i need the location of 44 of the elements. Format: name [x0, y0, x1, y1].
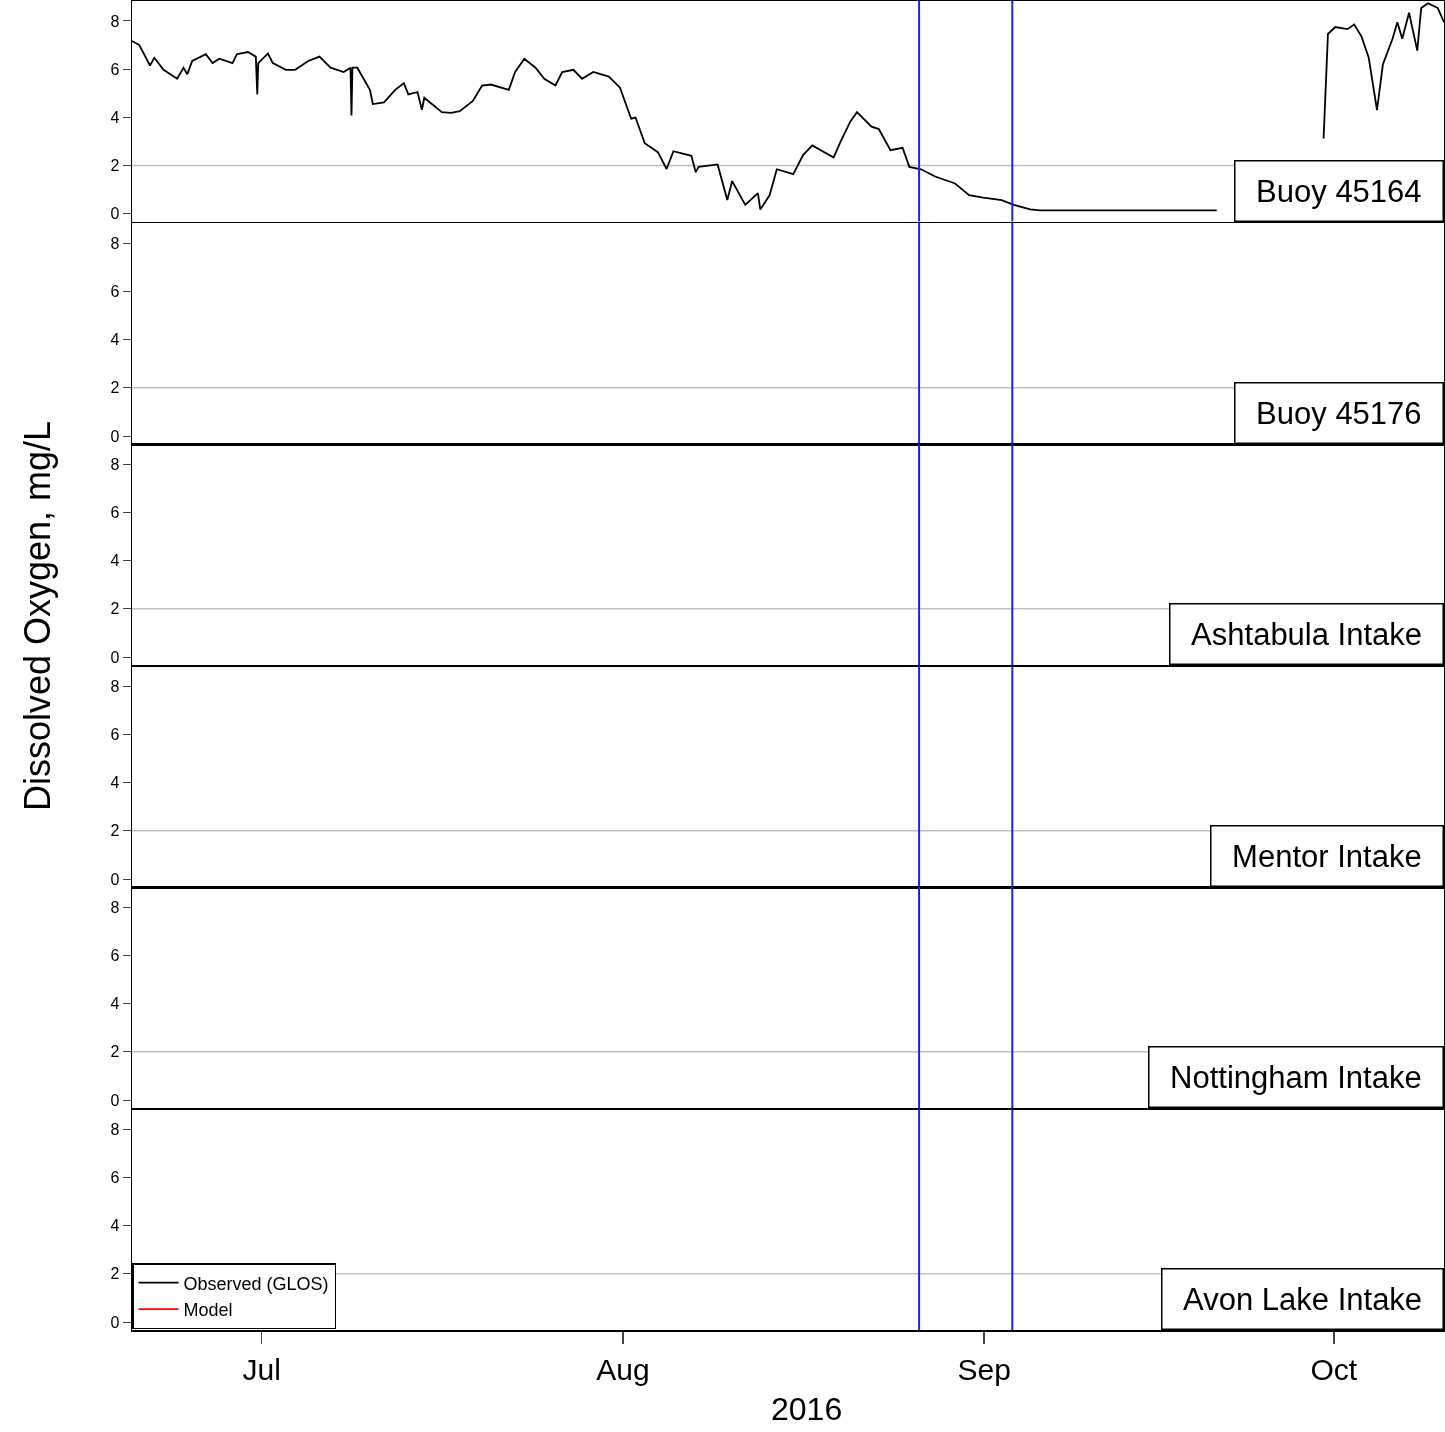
y-tick-label: 8 [110, 12, 120, 30]
y-tick-label: 4 [110, 773, 120, 791]
y-tick-label: 2 [110, 378, 120, 396]
y-tick-label: 2 [110, 821, 120, 839]
y-tick-label: 4 [110, 995, 120, 1013]
y-tick-label: 0 [110, 1313, 120, 1331]
y-tick-label: 6 [110, 503, 120, 521]
y-tick-label: 4 [110, 552, 120, 570]
y-tick-label: 0 [110, 870, 120, 888]
y-axis-title: Dissolved Oxygen, mg/L [17, 420, 59, 812]
y-tick-label: 6 [110, 725, 120, 743]
y-tick-label: 8 [110, 898, 120, 916]
annotation: Ashtabula Intake [1182, 616, 1431, 652]
y-tick-label: 4 [110, 1216, 120, 1234]
y-tick-label: 8 [110, 1120, 120, 1138]
y-tick-label: 6 [110, 60, 120, 78]
y-tick-label: 2 [110, 600, 120, 618]
y-tick-label: 4 [110, 330, 120, 348]
y-tick-label: 0 [110, 1091, 120, 1109]
y-tick-label: 2 [110, 1043, 120, 1061]
y-tick-label: 6 [110, 946, 120, 964]
x-tick-label: Sep [957, 1352, 1011, 1385]
y-tick-label: 8 [110, 455, 120, 473]
annotation: Mentor Intake [1223, 838, 1431, 873]
y-tick-label: 8 [110, 234, 120, 252]
annotation: Avon Lake Intake [1174, 1281, 1431, 1316]
y-tick-label: 0 [110, 427, 120, 445]
legend-label: Model [183, 1300, 233, 1321]
x-tick-label: Aug [596, 1352, 650, 1385]
x-tick-label: Oct [1310, 1352, 1358, 1385]
y-tick-label: 2 [110, 157, 120, 175]
legend-label: Observed (GLOS) [183, 1273, 329, 1294]
y-tick-label: 6 [110, 282, 120, 300]
annotation: Buoy 45164 [1247, 173, 1431, 209]
y-tick-label: 6 [110, 1168, 120, 1186]
x-axis-title: 2016 [771, 1390, 843, 1427]
annotation: Nottingham Intake [1161, 1059, 1431, 1095]
y-tick-label: 0 [110, 648, 120, 666]
annotation: Buoy 45176 [1247, 395, 1431, 430]
y-tick-label: 0 [110, 205, 120, 223]
y-tick-label: 2 [110, 1264, 120, 1282]
x-tick-label: Jul [242, 1352, 281, 1385]
y-tick-label: 8 [110, 677, 120, 695]
y-tick-label: 4 [110, 108, 120, 126]
